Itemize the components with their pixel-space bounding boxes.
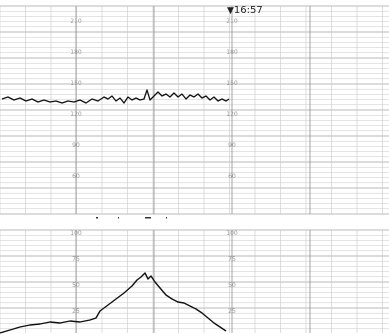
marker-time: 16:57 [233,5,263,16]
toco-scale-label: 25 [228,308,236,315]
fhr-scale-labels: 210 210 180 180 150 150 120 120 90 90 60 60 [70,18,238,180]
toco-scale-label: 100 [226,230,238,237]
fhr-scale-label: 180 [70,49,82,56]
fhr-scale-label: 150 [70,80,82,87]
event-tick [118,217,119,219]
fhr-scale-label: 120 [226,111,238,118]
fhr-scale-label: 60 [228,173,236,180]
toco-scale-label: 100 [70,230,82,237]
uterine-activity-trace [0,272,227,334]
toco-scale-label: 50 [228,282,236,289]
marker-arrow-icon: ▼ [227,6,234,16]
fhr-scale-label: 150 [226,80,238,87]
fhr-scale-label: 90 [72,142,80,149]
event-marker: ▼16:57 [227,5,263,17]
fhr-scale-label: 210 [226,18,238,25]
fhr-scale-label: 210 [70,18,82,25]
fhr-scale-label: 120 [70,111,82,118]
fhr-scale-label: 90 [228,142,236,149]
grid-lines [0,5,389,333]
fhr-scale-label: 180 [226,49,238,56]
toco-scale-label: 75 [72,256,80,263]
toco-scale-label: 75 [228,256,236,263]
fetal-heart-rate-trace [1,89,230,104]
toco-scale-label: 25 [72,308,80,315]
event-tick [145,217,151,219]
toco-scale-label: 50 [72,282,80,289]
fhr-scale-label: 60 [72,173,80,180]
event-tick [96,217,98,219]
event-ticks [96,217,167,219]
event-tick [166,217,167,219]
toco-scale-labels: 100 100 75 75 50 50 25 25 [70,230,238,315]
